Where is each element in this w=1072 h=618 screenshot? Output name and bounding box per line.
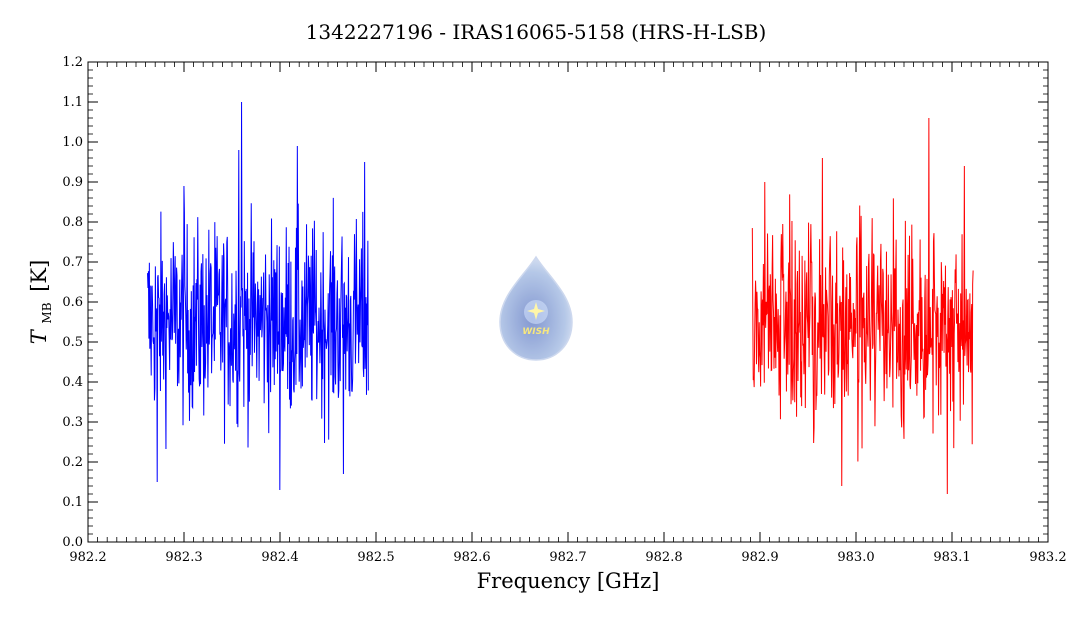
y-tick-label: 0.3 [62, 415, 83, 430]
x-tick-label: 982.6 [453, 550, 490, 565]
x-tick-label: 983.0 [837, 550, 874, 565]
y-axis-title: T MB [K] [27, 260, 56, 345]
x-tick-label: 982.7 [549, 550, 586, 565]
svg-text:T MB [K]: T MB [K] [27, 260, 56, 345]
spectrum-series-2 [751, 117, 974, 495]
y-axis-title-unit: [K] [27, 260, 51, 292]
x-tick-label: 982.8 [645, 550, 682, 565]
y-tick-label: 1.1 [62, 95, 83, 110]
spectra-group [147, 101, 974, 495]
y-tick-label: 1.2 [62, 55, 83, 70]
x-axis: 982.2 982.3 982.4 982.5 982.6 982.7 982.8 982.9… [69, 62, 1067, 565]
wish-logo-watermark: WISH [499, 255, 573, 361]
chart-title: 1342227196 - IRAS16065-5158 (HRS-H-LSB) [306, 20, 767, 44]
x-tick-label: 982.2 [69, 550, 106, 565]
y-tick-label: 0.1 [62, 495, 83, 510]
x-tick-label: 982.5 [357, 550, 394, 565]
y-axis-title-subscript: MB [40, 302, 54, 323]
x-tick-label: 982.3 [165, 550, 202, 565]
y-tick-label: 0.8 [62, 215, 83, 230]
spectrum-series-1 [147, 101, 369, 491]
y-tick-label: 0.5 [62, 335, 83, 350]
svg-text:WISH: WISH [522, 327, 550, 337]
x-tick-label: 983.1 [933, 550, 970, 565]
x-axis-title: Frequency [GHz] [477, 569, 660, 593]
y-axis-title-main: T [27, 328, 51, 344]
y-tick-label: 0.7 [62, 255, 83, 270]
y-axis: 0.0 0.1 0.2 0.3 0.4 0.5 0.6 0.7 0.8 0.9 1.0 1.1 1.2 [62, 55, 1048, 550]
y-tick-label: 0.9 [62, 175, 83, 190]
x-tick-label: 982.4 [261, 550, 298, 565]
x-tick-label: 983.2 [1029, 550, 1066, 565]
y-tick-label: 0.0 [62, 535, 83, 550]
y-tick-label: 0.2 [62, 455, 83, 470]
y-tick-label: 1.0 [62, 135, 83, 150]
x-tick-label: 982.9 [741, 550, 778, 565]
y-tick-label: 0.4 [62, 375, 83, 390]
y-tick-label: 0.6 [62, 295, 83, 310]
